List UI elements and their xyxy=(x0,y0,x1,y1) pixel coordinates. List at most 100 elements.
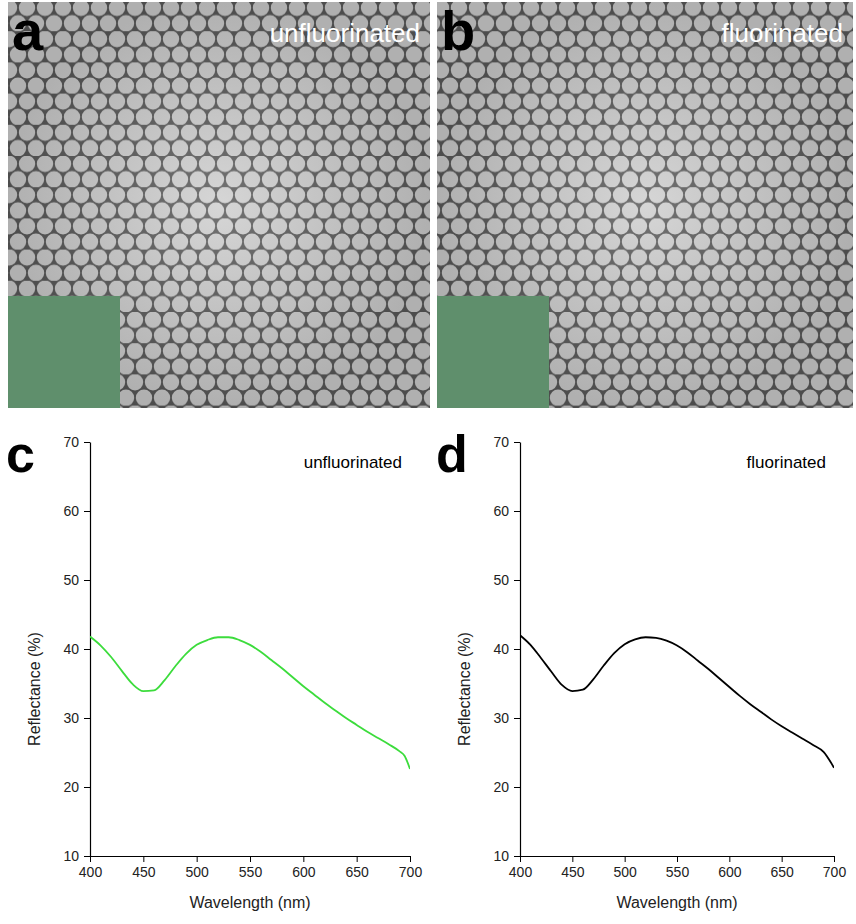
image-panel: a unfluorinated xyxy=(8,0,430,408)
tick: 20 xyxy=(63,779,90,795)
plot-area xyxy=(90,637,410,769)
tick: 400 xyxy=(509,856,533,880)
tick: 500 xyxy=(185,856,209,880)
tick: 60 xyxy=(63,503,90,519)
tick-mark xyxy=(84,718,90,719)
tick: 30 xyxy=(63,710,90,726)
tick-label: 450 xyxy=(132,864,156,880)
tick: 700 xyxy=(399,856,423,880)
sem-shading xyxy=(8,2,430,408)
tick: 700 xyxy=(823,856,847,880)
tick-label: 70 xyxy=(493,434,509,450)
tick-mark xyxy=(514,718,520,719)
tick-label: 650 xyxy=(345,864,369,880)
chart-title: fluorinated xyxy=(747,453,826,472)
tick: 50 xyxy=(493,572,520,588)
tick-mark xyxy=(729,856,730,862)
tick: 70 xyxy=(493,434,520,450)
chart-panel: 40045050055060065070010203040506070fluor… xyxy=(436,425,846,911)
tick: 400 xyxy=(79,856,103,880)
tick-label: 400 xyxy=(509,864,533,880)
tick: 10 xyxy=(63,848,90,864)
tick: 10 xyxy=(493,848,520,864)
tick-mark xyxy=(410,856,411,862)
tick-mark xyxy=(84,580,90,581)
reflectance-line xyxy=(520,635,834,767)
tick-mark xyxy=(572,856,573,862)
tick-label: 550 xyxy=(239,864,263,880)
tick: 60 xyxy=(493,503,520,519)
x-axis-title: Wavelength (nm) xyxy=(616,894,737,911)
tick: 550 xyxy=(239,856,263,880)
tick: 30 xyxy=(493,710,520,726)
tick-label: 700 xyxy=(399,864,423,880)
tick-mark xyxy=(84,511,90,512)
tick: 450 xyxy=(132,856,156,880)
tick-mark xyxy=(303,856,304,862)
photo-inset xyxy=(437,296,549,408)
tick-label: 50 xyxy=(493,572,509,588)
tick-mark xyxy=(197,856,198,862)
tick: 500 xyxy=(613,856,637,880)
tick-label: 20 xyxy=(493,779,509,795)
x-axis-title: Wavelength (nm) xyxy=(189,894,310,911)
tick-mark xyxy=(90,856,91,862)
y-axis: 10 20 30 40 50 60 70 xyxy=(63,434,90,864)
tick-label: 20 xyxy=(63,779,79,795)
plot-area xyxy=(520,635,834,767)
tick: 650 xyxy=(770,856,794,880)
tick: 600 xyxy=(718,856,742,880)
tick-mark xyxy=(625,856,626,862)
sem-shading xyxy=(437,2,853,408)
tick: 600 xyxy=(292,856,316,880)
tick-label: 50 xyxy=(63,572,79,588)
panel-letter: a xyxy=(12,0,44,62)
tick-mark xyxy=(514,442,520,443)
tick-mark xyxy=(84,649,90,650)
panel-letter: c xyxy=(6,425,35,483)
tick-label: 600 xyxy=(718,864,742,880)
tick-mark xyxy=(84,856,90,857)
tick-label: 40 xyxy=(493,641,509,657)
tick-mark xyxy=(250,856,251,862)
chart-panel: 400 450 500 550 600 650 700 10 20 30 40 50 60 70 unflu… xyxy=(6,425,422,911)
tick-label: 400 xyxy=(79,864,103,880)
tick-label: 600 xyxy=(292,864,316,880)
tick: 650 xyxy=(345,856,369,880)
panel-letter: b xyxy=(441,0,475,62)
tick-label: 30 xyxy=(63,710,79,726)
tick-mark xyxy=(514,511,520,512)
tick-label: 700 xyxy=(823,864,847,880)
tick-label: 40 xyxy=(63,641,79,657)
tick-mark xyxy=(520,856,521,862)
tick-label: 10 xyxy=(63,848,79,864)
axis-line xyxy=(90,443,91,857)
y-axis: 10 20 30 40 50 60 70 xyxy=(493,434,520,864)
tick-mark xyxy=(677,856,678,862)
tick-mark xyxy=(514,580,520,581)
x-axis: 400 450 500 550 600 650 700 xyxy=(79,856,423,880)
tick-mark xyxy=(143,856,144,862)
image-panel: bfluorinated xyxy=(437,0,853,408)
tick-mark xyxy=(834,856,835,862)
tick-mark xyxy=(84,787,90,788)
tick-label: 500 xyxy=(185,864,209,880)
tick-label: 30 xyxy=(493,710,509,726)
chart-title: unfluorinated xyxy=(304,453,402,472)
tick: 20 xyxy=(493,779,520,795)
tick-label: 450 xyxy=(561,864,585,880)
tick: 40 xyxy=(493,641,520,657)
tick-label: 500 xyxy=(613,864,637,880)
tick: 450 xyxy=(561,856,585,880)
sem-image xyxy=(437,2,853,408)
tick-label: 70 xyxy=(63,434,79,450)
image-label: unfluorinated xyxy=(270,18,420,48)
y-axis-title: Reflectance (%) xyxy=(26,632,43,746)
tick: 40 xyxy=(63,641,90,657)
y-axis-title: Reflectance (%) xyxy=(456,632,473,746)
tick-mark xyxy=(782,856,783,862)
tick-mark xyxy=(514,649,520,650)
axis-line xyxy=(520,443,521,857)
tick-label: 60 xyxy=(493,503,509,519)
figure: aunfluorinatedbfluorinated40045050055060… xyxy=(0,0,856,924)
